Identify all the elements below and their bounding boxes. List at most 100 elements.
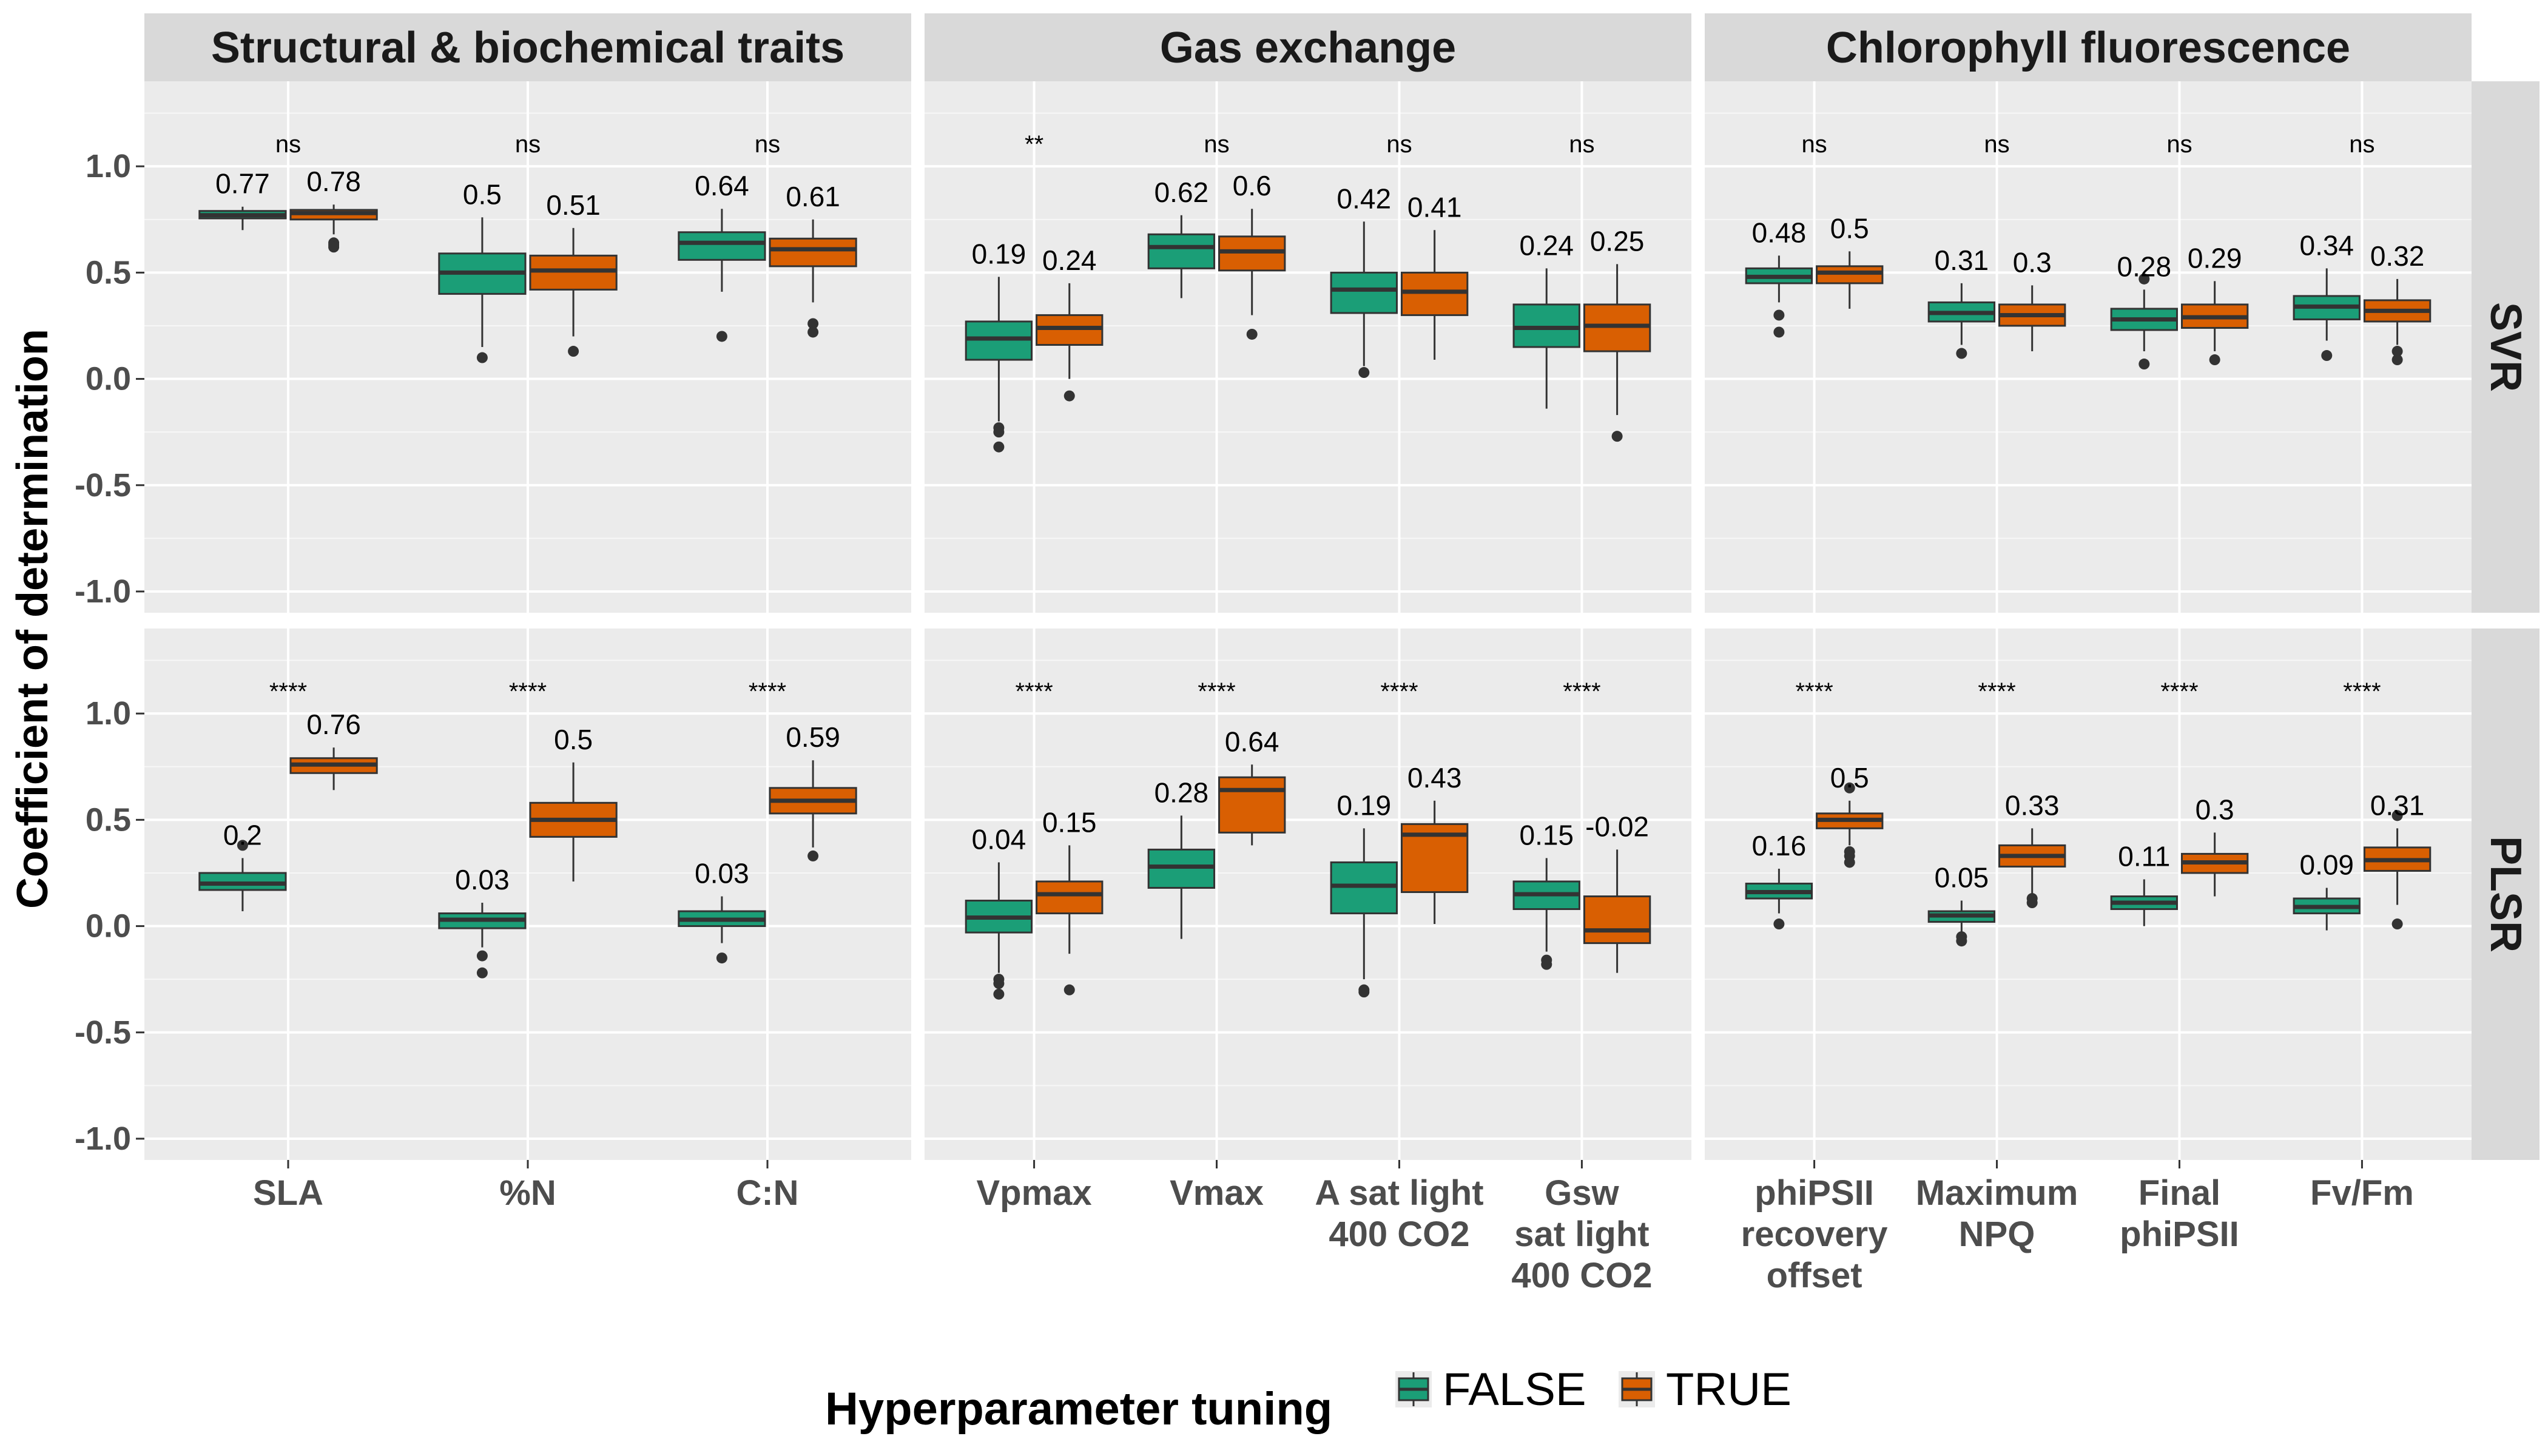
median-value-label: 0.31 (1935, 244, 1989, 276)
median-value-label: 0.2 (223, 819, 262, 851)
y-tick-label: -1.0 (75, 1121, 131, 1157)
median-value-label: 0.5 (1830, 212, 1869, 244)
median-value-label: 0.33 (2005, 789, 2060, 821)
outlier-point (1063, 390, 1075, 402)
false-box (1147, 848, 1216, 889)
significance-label: **** (749, 678, 786, 705)
x-tick-label: Vmax (1170, 1173, 1264, 1213)
median-value-label: 0.24 (1519, 229, 1574, 261)
x-tick-label: 400 CO2 (1329, 1215, 1469, 1254)
false-box (198, 872, 287, 891)
median-value-label: 0.41 (1407, 191, 1462, 223)
row-strip (2472, 81, 2540, 613)
outlier-point (1773, 309, 1785, 321)
outlier-point (1358, 367, 1370, 379)
outlier-point (328, 241, 340, 253)
x-tick-label: Maximum (1916, 1173, 2078, 1213)
y-tick-label: -0.5 (75, 467, 131, 504)
median-value-label: 0.78 (306, 166, 361, 197)
x-tick-label: Fv/Fm (2310, 1173, 2414, 1213)
median-value-label: 0.24 (1042, 244, 1097, 276)
outlier-point (2026, 897, 2038, 909)
median-value-label: 0.03 (455, 864, 510, 895)
median-value-label: 0.09 (2299, 849, 2354, 880)
outlier-point (1844, 782, 1855, 794)
true-box (1218, 235, 1286, 272)
column-strip (144, 13, 911, 81)
category-group: ns 0.42 0.41 (1330, 131, 1469, 379)
legend-entry: TRUE (1619, 1364, 1791, 1415)
outlier-point (476, 950, 488, 962)
outlier-point (2391, 346, 2403, 357)
median-value-label: 0.5 (554, 724, 593, 755)
significance-label: **** (2343, 678, 2381, 705)
median-value-label: 0.19 (972, 238, 1026, 269)
x-tick-label: %N (499, 1173, 556, 1213)
category-group: ** 0.19 0.24 (965, 131, 1104, 453)
significance-label: **** (269, 678, 307, 705)
false-box (1330, 271, 1398, 314)
y-tick-label: -1.0 (75, 573, 131, 610)
significance-label: ns (1386, 131, 1412, 158)
significance-label: **** (1198, 678, 1235, 705)
outlier-point (2391, 918, 2403, 930)
outlier-point (1611, 431, 1623, 442)
true-box (529, 254, 618, 291)
category-group: ns 0.34 0.32 (2293, 131, 2432, 366)
facet-panel: phiPSIIrecoveryoffset****0.160.5MaximumN… (1705, 629, 2472, 1295)
true-box (769, 237, 857, 268)
y-tick-label: 1.0 (86, 148, 131, 184)
panels-layer: Structural & biochemical traits Gas excha… (75, 13, 2540, 1295)
median-value-label: 0.32 (2370, 240, 2425, 272)
median-value-label: 0.04 (972, 823, 1026, 855)
category-group: Fv/Fm **** 0.09 0.31 (2293, 678, 2432, 1213)
significance-label: **** (1978, 678, 2015, 705)
significance-label: ns (1204, 131, 1229, 158)
outlier-point (476, 352, 488, 363)
false-box (1330, 861, 1398, 915)
outlier-point (716, 952, 727, 964)
x-tick-label: Vpmax (976, 1173, 1091, 1213)
x-tick-label: recovery (1741, 1215, 1888, 1254)
outlier-point (237, 840, 248, 851)
median-value-label: 0.34 (2299, 229, 2354, 261)
category-group: ns 0.5 0.51 (438, 131, 618, 363)
true-box (1036, 880, 1104, 915)
median-value-label: 0.42 (1337, 183, 1392, 214)
legend-title: Hyperparameter tuning (825, 1383, 1332, 1435)
outlier-point (1358, 986, 1370, 998)
x-tick-label: phiPSII (1754, 1173, 1874, 1213)
median-value-label: 0.5 (463, 178, 502, 210)
median-value-label: 0.28 (2117, 251, 2172, 282)
category-group: SLA **** 0.2 0.76 (198, 678, 378, 1213)
median-value-label: 0.11 (2118, 840, 2170, 872)
x-tick-label: C:N (736, 1173, 798, 1213)
median-value-label: 0.64 (1225, 726, 1279, 757)
outlier-point (1956, 348, 1967, 359)
significance-label: **** (1563, 678, 1600, 705)
outlier-point (2391, 354, 2403, 366)
significance-label: ns (2349, 131, 2374, 158)
y-axis-title: Coefficient of determination (8, 329, 57, 909)
outlier-point (993, 978, 1005, 989)
true-box (1036, 314, 1104, 346)
median-value-label: 0.15 (1042, 806, 1097, 838)
median-value-label: 0.76 (306, 709, 361, 740)
false-box (678, 231, 766, 261)
y-tick-label: 0.0 (86, 361, 131, 397)
outlier-point (1063, 984, 1075, 996)
outlier-point (1956, 935, 1967, 947)
legend-entry-label: FALSE (1443, 1364, 1586, 1415)
outlier-point (2209, 354, 2220, 366)
y-tick-label: 0.5 (86, 801, 131, 838)
true-box (1583, 895, 1651, 945)
significance-label: ns (755, 131, 780, 158)
significance-label: ns (2166, 131, 2192, 158)
median-value-label: 0.51 (546, 189, 601, 221)
median-value-label: 0.61 (786, 181, 840, 212)
significance-label: ns (275, 131, 301, 158)
column-strip-label: Gas exchange (1160, 24, 1456, 72)
